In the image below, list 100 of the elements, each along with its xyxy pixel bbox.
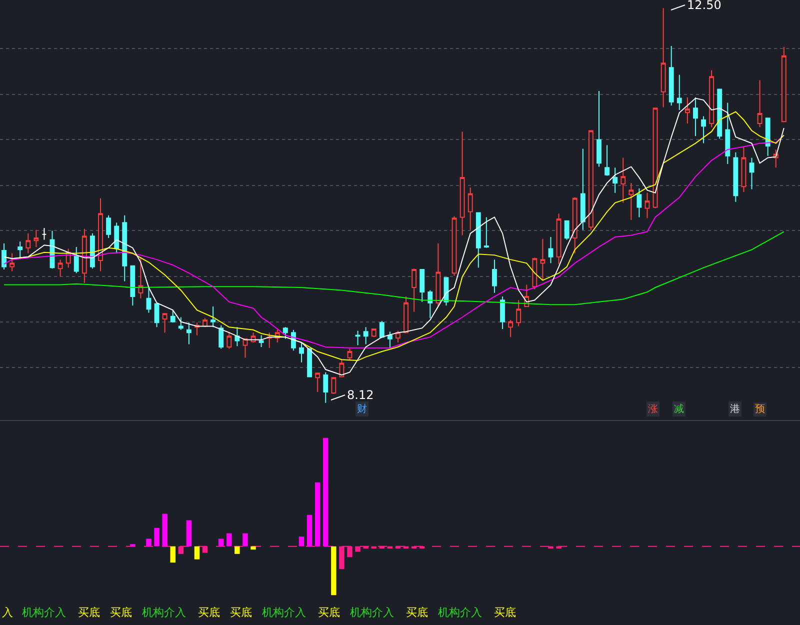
candlestick [186, 322, 192, 345]
candlestick [548, 236, 554, 264]
candlestick [218, 324, 224, 350]
candlestick [282, 326, 288, 340]
candlestick [556, 213, 562, 265]
text: 买底 [110, 606, 132, 619]
candlestick [339, 359, 344, 378]
candlestick [508, 319, 514, 338]
candlestick [428, 290, 433, 319]
candlestick [258, 334, 264, 348]
candlestick [74, 246, 79, 274]
candlestick [355, 330, 360, 346]
candlestick [484, 216, 489, 248]
candlestick [363, 326, 368, 345]
candlestick [299, 342, 304, 363]
candlestick [379, 320, 384, 338]
candlestick [500, 296, 505, 330]
candlestick [404, 296, 408, 334]
candlestick [644, 192, 650, 219]
text: 买底 [318, 606, 340, 619]
text: 机构介入 [262, 606, 306, 619]
candlestick [420, 268, 425, 302]
candlestick [436, 242, 441, 307]
candlestick [612, 167, 618, 194]
candlestick [412, 268, 417, 312]
candlestick [226, 332, 232, 350]
bar [234, 546, 240, 554]
bar [331, 546, 336, 596]
annotation: 涨 [648, 403, 658, 415]
text: 买底 [230, 606, 252, 619]
bar [250, 546, 256, 550]
candlestick [138, 257, 144, 299]
bar [226, 533, 232, 546]
candlestick [749, 157, 754, 190]
candlestick [90, 232, 95, 270]
candlestick [709, 70, 714, 128]
bar [194, 546, 200, 560]
candlestick [725, 102, 730, 165]
candlestick [130, 265, 136, 306]
candlestick [741, 146, 746, 192]
candlestick [580, 148, 586, 230]
candlestick [58, 259, 63, 278]
bar [298, 536, 304, 546]
candlestick [371, 328, 376, 338]
candlestick [476, 212, 481, 268]
candlestick [387, 331, 392, 348]
candlestick [516, 300, 522, 327]
candlestick [620, 157, 626, 204]
text: 机构介入 [22, 606, 66, 619]
candlestick [307, 348, 312, 378]
bar [314, 482, 320, 546]
candlestick [781, 46, 786, 122]
candlestick [114, 222, 120, 254]
candlestick [588, 130, 594, 230]
candlestick [146, 287, 152, 314]
candlestick [765, 118, 770, 156]
candlestick [178, 316, 184, 330]
candlestick [122, 214, 128, 282]
bar [154, 528, 160, 546]
candlestick [42, 228, 47, 240]
candlestick [34, 229, 39, 248]
candlestick [26, 232, 31, 254]
candlestick [210, 306, 216, 328]
bar [323, 438, 328, 546]
candlestick [717, 88, 722, 140]
text: 机构介入 [142, 606, 186, 619]
candlestick [347, 348, 352, 360]
candlestick [733, 152, 738, 202]
candlestick [452, 216, 457, 276]
candlestick [106, 214, 112, 238]
bar [162, 514, 168, 546]
candlestick [668, 45, 674, 106]
candlestick [532, 257, 538, 290]
text: 买底 [494, 606, 516, 619]
annotation: 12.50 [687, 0, 722, 12]
candlestick [154, 303, 160, 328]
bar [218, 538, 224, 546]
candlestick [323, 372, 328, 404]
candlestick [652, 108, 658, 209]
text: 买底 [198, 606, 220, 619]
candlestick [460, 131, 465, 236]
candlestick [564, 220, 570, 240]
candlestick [701, 116, 706, 144]
candlestick [684, 96, 690, 124]
annotation: 财 [357, 403, 367, 415]
candlestick [468, 186, 473, 230]
text: 买底 [78, 606, 100, 619]
candlestick [604, 144, 610, 176]
candlestick [98, 198, 103, 272]
candlestick [540, 238, 546, 281]
bar [170, 546, 176, 563]
candlestick [492, 259, 497, 294]
candlestick [234, 326, 240, 347]
candlestick [10, 252, 15, 272]
candlestick [596, 90, 602, 168]
candlestick [676, 74, 682, 110]
candlestick [572, 196, 578, 254]
candlestick [18, 241, 23, 258]
bar [186, 520, 192, 546]
annotation: 8.12 [347, 388, 374, 402]
